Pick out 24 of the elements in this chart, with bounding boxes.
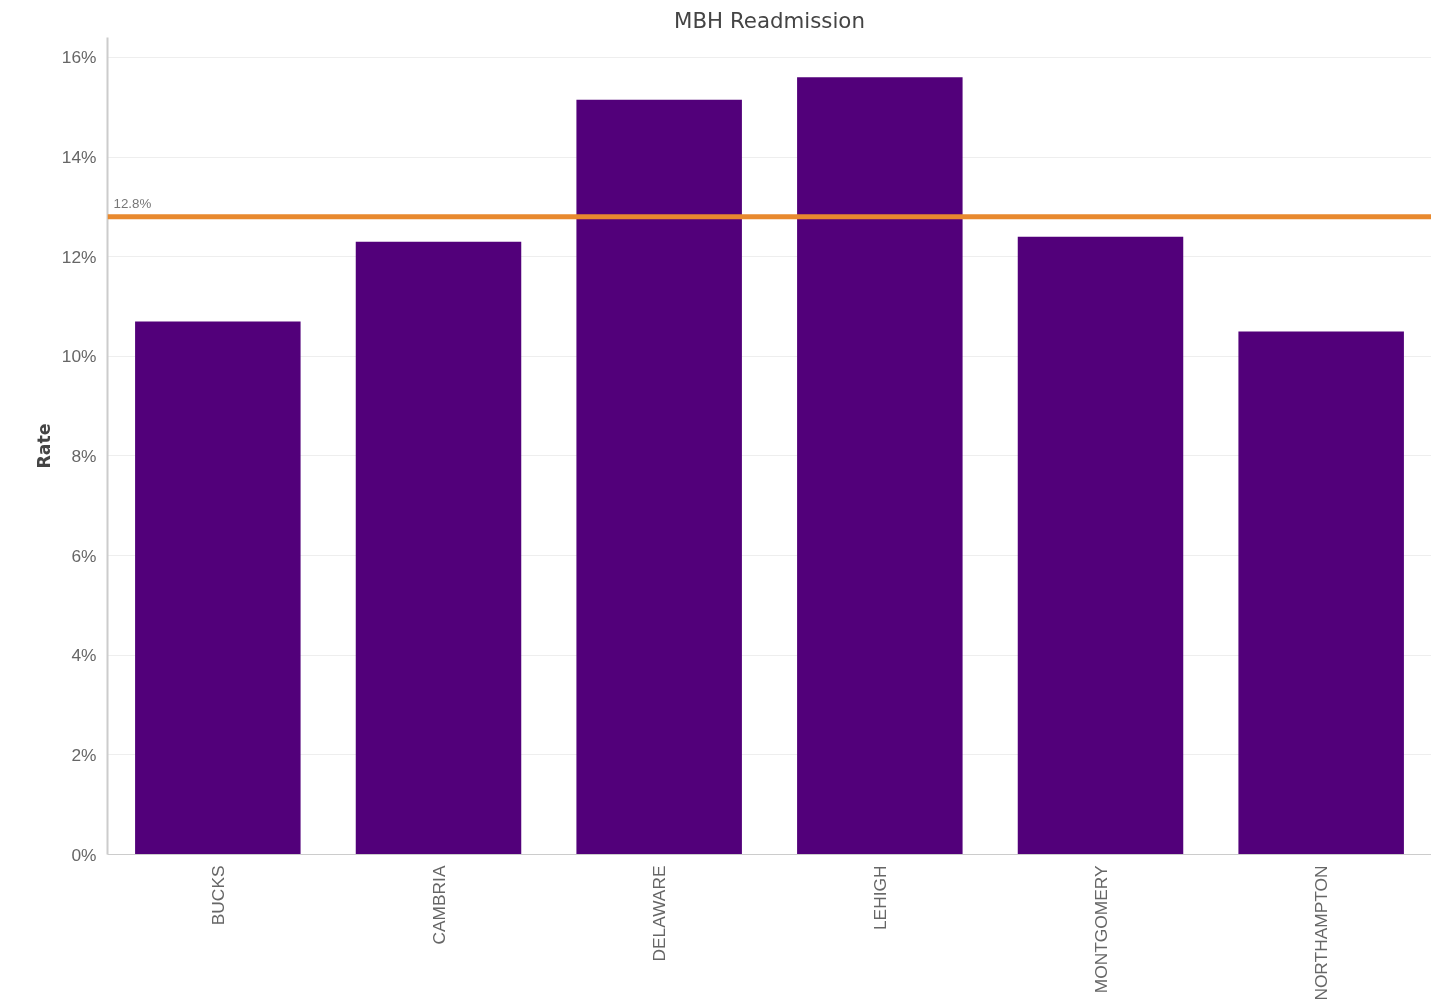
y-tick-label: 10%	[61, 346, 97, 367]
x-tick-label: DELAWARE	[649, 865, 670, 962]
x-tick-label: LEHIGH	[869, 865, 890, 931]
bar	[1017, 236, 1184, 855]
y-tick-label: 6%	[71, 545, 97, 566]
bar	[797, 77, 963, 855]
y-tick-label: 8%	[71, 445, 97, 466]
y-tick-label: 12%	[61, 246, 97, 267]
x-tick-label: NORTHAMPTON	[1311, 865, 1332, 1001]
bar	[135, 321, 301, 855]
y-axis-title: Rate	[33, 423, 54, 469]
bar	[1238, 331, 1404, 855]
y-tick-label: 14%	[61, 147, 97, 168]
x-tick-label: CAMBRIA	[428, 865, 449, 945]
y-tick-label: 4%	[71, 645, 97, 666]
y-tick-label: 0%	[71, 844, 97, 865]
y-tick-label: 16%	[61, 47, 97, 68]
bar	[576, 99, 742, 855]
chart-title: MBH Readmission	[674, 7, 865, 33]
x-tick-label: BUCKS	[207, 865, 228, 926]
ref-line-label: 12.8%	[113, 195, 152, 211]
x-tick-label: MONTGOMERY	[1090, 865, 1111, 994]
y-tick-label: 2%	[71, 744, 97, 765]
bar	[355, 241, 522, 855]
